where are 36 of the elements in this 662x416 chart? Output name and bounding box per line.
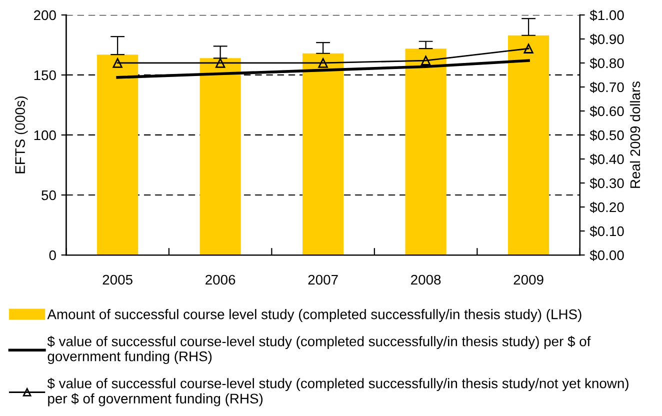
y2-axis-title: Real 2009 dollars: [630, 81, 640, 188]
y-tick-label: 150: [34, 70, 56, 80]
y2-tick-label: $0.20: [590, 202, 624, 213]
y2-tick-label: $0.90: [590, 34, 624, 45]
y2-tick-label: $0.80: [590, 58, 624, 69]
y-tick-label: 100: [34, 130, 56, 140]
point: [318, 58, 328, 68]
x-tick-label: 2008: [411, 274, 441, 285]
point: [420, 56, 431, 66]
legend-label: Amount of successful course level study (completed successfully/in thesis study) (LHS): [47, 309, 582, 322]
y-tick-label: 200: [34, 10, 56, 20]
y2-tick-label: $0.10: [590, 226, 624, 237]
y2-tick-label: $0.30: [590, 178, 624, 189]
y-axis-title: EFTS (000s): [14, 96, 28, 174]
y2-tick-label: $0.00: [590, 250, 624, 262]
legend-label: $ value of successful course-level study (completed successfully/in thesis study/not yet known) per $ of government funding (RHS): [47, 378, 628, 406]
bar: [405, 48, 446, 256]
point: [524, 44, 534, 54]
point: [112, 58, 122, 68]
y2-tick-label: $0.40: [590, 154, 624, 165]
x-tick-label: 2007: [308, 274, 338, 285]
x-tick-label: 2009: [514, 274, 544, 285]
y2-tick-label: $0.70: [590, 82, 624, 93]
bar: [508, 35, 550, 256]
y2-tick-label: $0.60: [590, 106, 624, 117]
bar: [200, 58, 241, 256]
bar: [97, 54, 138, 256]
y2-tick-label: $0.50: [590, 130, 624, 141]
bar: [302, 53, 344, 256]
x-tick-label: 2005: [102, 274, 132, 285]
legend-label: $ value of successful course-level study (completed successfully/in thesis study) per $ of government funding (RHS): [47, 336, 591, 364]
y2-tick-label: $1.00: [590, 10, 624, 21]
y-tick-label: 50: [42, 190, 56, 200]
y-tick-label: 0: [49, 250, 56, 260]
point: [215, 58, 226, 68]
x-tick-label: 2006: [206, 274, 236, 285]
